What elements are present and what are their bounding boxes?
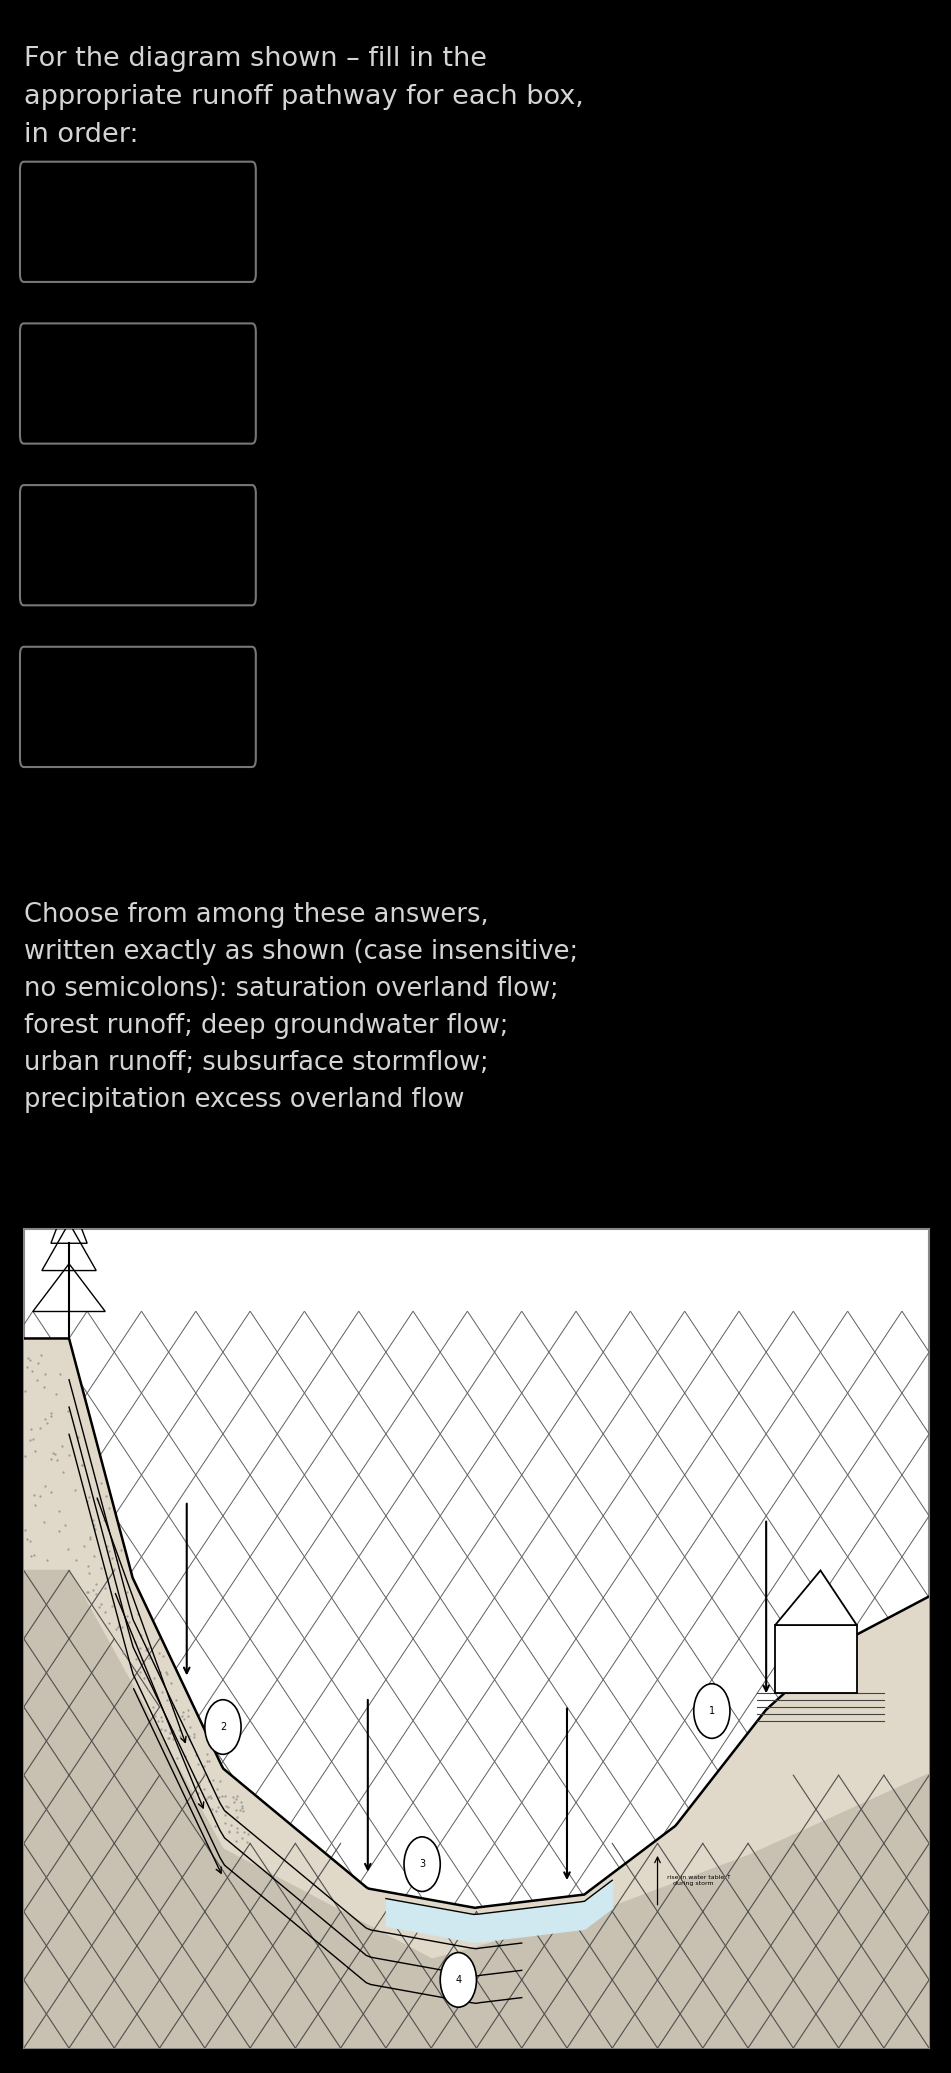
Polygon shape [24,1571,929,2048]
Text: rise in water table ↑
   during storm: rise in water table ↑ during storm [667,1874,731,1886]
FancyBboxPatch shape [20,323,256,444]
Polygon shape [24,1339,929,2048]
FancyBboxPatch shape [20,485,256,605]
Text: 4: 4 [456,1976,461,1984]
Text: 1: 1 [708,1706,715,1716]
Circle shape [440,1953,476,2007]
Text: 2: 2 [220,1723,226,1733]
Polygon shape [24,1339,929,2048]
Text: Choose from among these answers,
written exactly as shown (case insensitive;
no : Choose from among these answers, written… [24,902,578,1113]
FancyBboxPatch shape [20,162,256,282]
FancyBboxPatch shape [20,647,256,767]
Bar [775,1625,857,1694]
Circle shape [204,1700,241,1754]
Circle shape [404,1837,440,1891]
Text: For the diagram shown – fill in the
appropriate runoff pathway for each box,
in : For the diagram shown – fill in the appr… [24,46,584,147]
Polygon shape [775,1571,857,1625]
Circle shape [693,1683,730,1739]
Polygon shape [24,1571,929,2048]
Text: 3: 3 [419,1859,425,1870]
